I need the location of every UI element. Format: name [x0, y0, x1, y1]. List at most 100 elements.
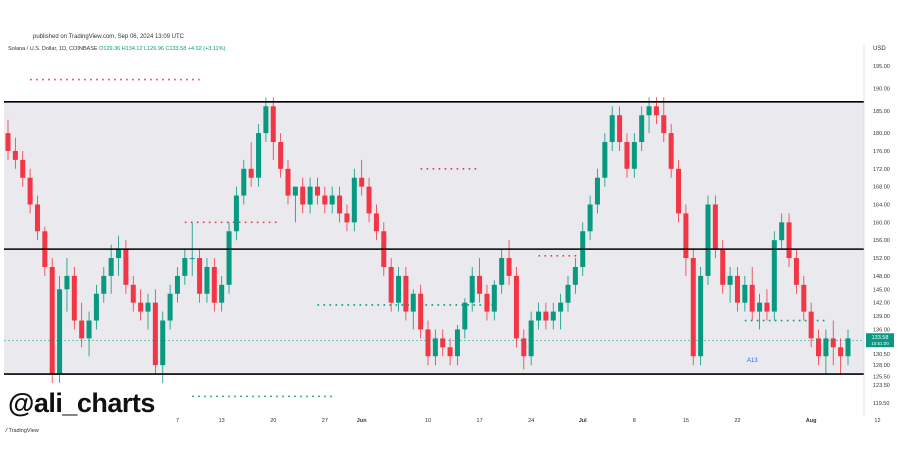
- tradingview-logo: ⁄ TradingView: [6, 428, 39, 434]
- candle-body-17: [130, 284, 136, 303]
- candle-body-71: [528, 320, 534, 357]
- candle-body-21: [160, 320, 166, 366]
- candle-body-12: [93, 293, 99, 321]
- candle-body-43: [322, 195, 328, 205]
- y-tick-20: 190.00: [873, 86, 890, 92]
- candle-body-96: [712, 204, 718, 250]
- candle-body-41: [307, 186, 313, 205]
- candle-body-99: [734, 275, 740, 303]
- candle-body-109: [808, 311, 814, 339]
- y-tick-0: 119.50: [873, 401, 889, 407]
- candle-body-77: [572, 266, 578, 285]
- candle-body-1: [12, 150, 18, 160]
- candle-body-74: [550, 311, 556, 321]
- x-tick-5: 10: [425, 418, 431, 424]
- candle-body-28: [211, 266, 217, 303]
- candle-body-3: [27, 177, 33, 205]
- candle-body-38: [285, 168, 291, 196]
- candle-body-4: [34, 204, 40, 232]
- candle-body-46: [344, 213, 350, 223]
- candle-body-57: [425, 329, 431, 357]
- x-tick-7: 24: [528, 418, 534, 424]
- symbol-name: Solana / U.S. Dollar, 1D, COINBASE: [8, 46, 98, 52]
- candle-body-22: [167, 293, 173, 321]
- candle-body-40: [300, 186, 306, 205]
- candle-body-7: [57, 289, 63, 375]
- candle-body-102: [757, 302, 763, 312]
- candle-body-58: [432, 338, 438, 357]
- candle-body-103: [764, 302, 770, 312]
- candle-body-94: [698, 275, 704, 357]
- y-tick-2: 125.50: [873, 374, 890, 380]
- current-price-box: [866, 333, 894, 348]
- ohlc-values: O129.36 H134.12 L126.96 C133.58 +4.02 (+…: [99, 46, 226, 52]
- candle-body-0: [5, 133, 11, 151]
- candle-body-16: [123, 249, 129, 285]
- candle-body-18: [138, 302, 144, 312]
- candle-body-23: [174, 275, 180, 294]
- x-tick-13: 12: [874, 418, 880, 424]
- candle-body-35: [263, 106, 269, 134]
- candle-body-73: [543, 311, 549, 321]
- x-tick-1: 13: [219, 418, 225, 424]
- y-tick-10: 148.00: [873, 274, 890, 280]
- candle-body-48: [359, 177, 365, 187]
- published-info: published on TradingView.com, Sep 06, 20…: [33, 34, 184, 40]
- y-tick-4: 130.50: [873, 352, 890, 358]
- x-tick-8: Jul: [579, 418, 587, 424]
- candle-body-110: [816, 338, 822, 357]
- candle-body-60: [447, 347, 453, 357]
- candle-body-55: [410, 293, 416, 312]
- x-tick-4: Jun: [357, 418, 367, 424]
- candle-body-101: [749, 284, 755, 312]
- candle-body-61: [454, 329, 460, 357]
- candle-body-15: [116, 249, 122, 259]
- candle-body-20: [152, 302, 158, 366]
- candle-body-53: [396, 275, 402, 303]
- candle-body-91: [676, 168, 682, 214]
- candle-body-32: [241, 168, 247, 196]
- candle-body-13: [101, 275, 107, 294]
- candle-body-72: [536, 311, 542, 321]
- y-tick-3: 128.00: [873, 363, 890, 369]
- candle-body-113: [838, 347, 844, 357]
- candle-body-105: [779, 222, 785, 241]
- candle-body-97: [720, 249, 726, 285]
- x-tick-12: Aug: [806, 418, 817, 424]
- y-tick-7: 139.00: [873, 314, 890, 320]
- candle-body-59: [440, 338, 446, 348]
- candle-body-39: [292, 186, 298, 196]
- current-price-label: 133.58: [872, 335, 889, 341]
- candle-body-111: [823, 338, 829, 357]
- watermark: @ali_charts: [8, 388, 155, 418]
- y-tick-16: 172.00: [873, 167, 890, 173]
- y-tick-12: 156.00: [873, 238, 890, 244]
- candle-body-19: [145, 302, 151, 312]
- candle-body-34: [256, 133, 262, 178]
- candle-body-75: [558, 302, 564, 312]
- candle-body-108: [801, 284, 807, 312]
- candle-body-89: [661, 115, 667, 134]
- candle-body-79: [587, 204, 593, 232]
- candle-body-11: [86, 320, 92, 339]
- candle-body-56: [418, 293, 424, 330]
- candle-body-27: [204, 266, 210, 294]
- candle-body-9: [71, 275, 77, 321]
- candle-body-87: [646, 106, 652, 116]
- y-tick-6: 136.00: [873, 327, 890, 333]
- candle-body-104: [771, 240, 777, 312]
- candle-body-50: [373, 213, 379, 232]
- candle-body-25: [189, 258, 195, 260]
- x-tick-9: 8: [633, 418, 636, 424]
- candle-body-100: [742, 284, 748, 303]
- candle-body-68: [506, 258, 512, 276]
- y-tick-8: 142.00: [873, 301, 890, 307]
- candle-body-64: [477, 275, 483, 294]
- x-tick-6: 17: [477, 418, 483, 424]
- y-tick-11: 152.00: [873, 256, 890, 262]
- candle-body-92: [683, 213, 689, 259]
- candle-body-54: [403, 275, 409, 312]
- candle-body-81: [602, 142, 608, 178]
